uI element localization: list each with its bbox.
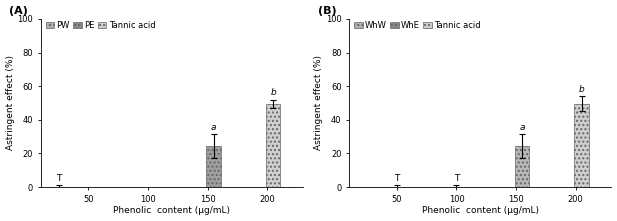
Text: T: T bbox=[56, 174, 61, 183]
X-axis label: Phenolic  content (μg/mL): Phenolic content (μg/mL) bbox=[422, 206, 539, 215]
Text: a: a bbox=[520, 123, 525, 131]
Bar bbox=[207, 146, 221, 187]
X-axis label: Phenolic  content (μg/mL): Phenolic content (μg/mL) bbox=[114, 206, 230, 215]
Y-axis label: Astringent effect (%): Astringent effect (%) bbox=[6, 55, 15, 151]
Legend: PW, PE, Tannic acid: PW, PE, Tannic acid bbox=[45, 20, 156, 30]
Legend: WhW, WhE, Tannic acid: WhW, WhE, Tannic acid bbox=[354, 20, 482, 30]
Text: (B): (B) bbox=[318, 6, 336, 16]
Text: a: a bbox=[211, 123, 217, 131]
Bar bbox=[266, 104, 280, 187]
Text: T: T bbox=[394, 174, 400, 183]
Bar bbox=[515, 146, 529, 187]
Text: T: T bbox=[454, 174, 459, 183]
Text: b: b bbox=[270, 88, 276, 97]
Y-axis label: Astringent effect (%): Astringent effect (%) bbox=[314, 55, 323, 151]
Text: b: b bbox=[579, 85, 584, 94]
Bar bbox=[574, 104, 589, 187]
Text: (A): (A) bbox=[9, 6, 28, 16]
